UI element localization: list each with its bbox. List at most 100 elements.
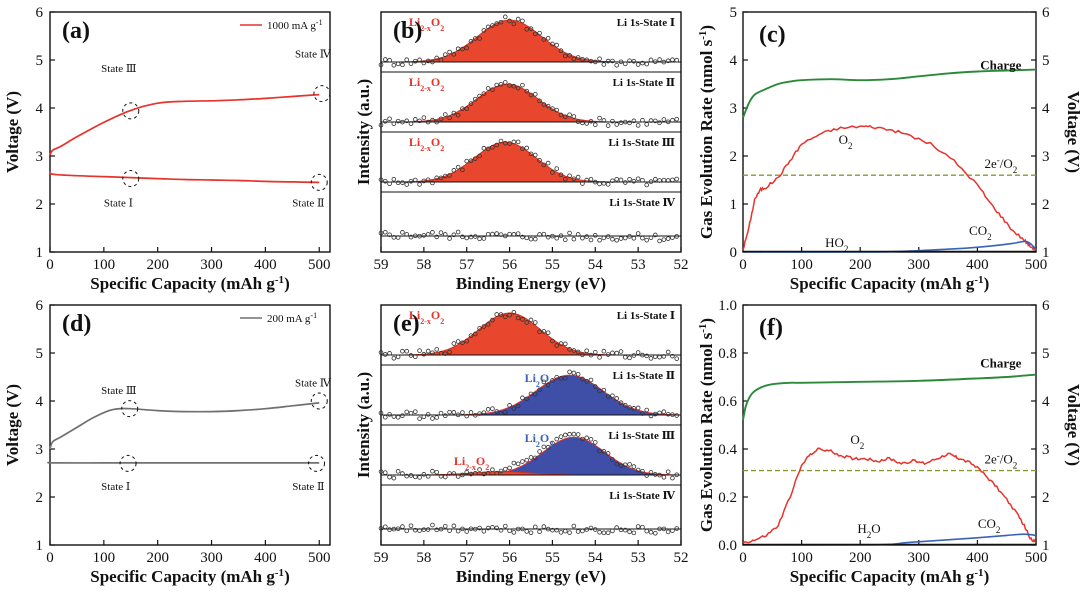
xps-point — [545, 526, 551, 532]
xps-point — [421, 527, 427, 532]
peak-label-end: O — [431, 308, 440, 322]
chem-text: 2e — [984, 156, 997, 171]
panel-label: (e) — [393, 311, 420, 337]
xps-point — [631, 118, 637, 124]
chem-text: CO — [969, 223, 987, 238]
peak-label-text: Li — [525, 371, 537, 385]
xps-point — [391, 121, 397, 126]
xps-point — [447, 349, 452, 355]
xps-point — [562, 528, 568, 534]
label-sup: -1 — [275, 567, 284, 579]
xps-point — [417, 416, 422, 421]
xps-point — [447, 528, 452, 533]
strip-title: Li 1s-State Ⅰ — [617, 310, 675, 322]
xps-point — [404, 118, 410, 124]
xps-point — [477, 93, 482, 99]
plot-frame — [49, 304, 331, 546]
xps-point — [412, 474, 418, 480]
xps-point — [468, 101, 474, 106]
xps-point — [674, 526, 680, 531]
x-tick-label: 300 — [200, 550, 223, 566]
xps-point — [404, 528, 410, 534]
xps-point — [674, 356, 680, 361]
xps-point — [580, 352, 585, 358]
xps-point — [502, 233, 508, 239]
label-sup: -1 — [974, 567, 983, 579]
xps-point — [562, 432, 568, 438]
xps-point — [554, 436, 560, 442]
xps-point — [554, 374, 560, 380]
xps-point — [481, 145, 487, 151]
xps-point — [382, 352, 388, 357]
xps-point — [451, 52, 457, 57]
xps-point — [627, 234, 632, 239]
xps-point — [541, 329, 547, 334]
xps-point — [644, 61, 650, 67]
y2-tick-label: 2 — [1042, 197, 1050, 213]
xps-point — [464, 158, 470, 164]
xps-point — [541, 379, 547, 385]
series-label: CO2 — [969, 223, 992, 242]
x-tick-label: 0 — [46, 257, 54, 273]
xps-point — [524, 235, 530, 241]
peak-label-text: Li — [409, 308, 421, 322]
xps-point — [627, 462, 632, 467]
xps-point — [580, 235, 585, 241]
xps-point — [520, 459, 525, 464]
xps-point — [610, 58, 615, 64]
xps-point — [490, 87, 495, 92]
xps-point — [592, 527, 598, 532]
xps-point — [464, 529, 470, 534]
xps-point — [460, 234, 465, 240]
xps-point — [584, 234, 590, 239]
xps-point — [635, 176, 641, 182]
xps-point — [464, 469, 470, 475]
xps-point — [640, 524, 645, 530]
xps-point — [627, 405, 632, 410]
strip-title: Li 1s-State Ⅱ — [613, 77, 675, 89]
peak-label-sub2: 2 — [485, 463, 489, 472]
xps-point — [674, 116, 680, 122]
x-tick-label: 400 — [966, 550, 989, 566]
xps-point — [601, 235, 607, 241]
peak-label-text: Li — [454, 454, 466, 468]
xps-point — [412, 527, 418, 533]
peak-label: Li2-xO2 — [409, 135, 444, 153]
xps-data-points — [378, 369, 680, 421]
xps-point — [670, 57, 675, 62]
y-tick-label: 0 — [730, 245, 738, 261]
xps-point — [387, 474, 392, 480]
xps-point — [665, 58, 671, 64]
xps-point — [438, 473, 444, 479]
panel-label: (a) — [62, 18, 90, 44]
xps-point — [567, 230, 572, 236]
xps-point — [631, 235, 637, 241]
xps-point — [605, 123, 611, 128]
x-axis-title: Specific Capacity (mAh g-1) — [90, 274, 289, 293]
xps-point — [640, 411, 645, 416]
xps-point — [584, 348, 590, 354]
chem-sub: 2 — [996, 525, 1001, 535]
y2-tick-label: 5 — [1042, 346, 1050, 362]
xps-point — [404, 473, 410, 479]
xps-point — [601, 387, 607, 393]
xps-point — [661, 237, 667, 242]
xps-point — [378, 177, 384, 183]
xps-point — [434, 119, 440, 125]
xps-point — [567, 431, 572, 437]
xps-point — [520, 146, 525, 152]
xps-point — [434, 175, 440, 181]
y2-tick-label: 3 — [1042, 442, 1050, 458]
xps-point — [605, 352, 611, 357]
xps-point — [391, 235, 397, 240]
xps-point — [395, 118, 401, 124]
xps-point — [644, 473, 650, 478]
xps-point — [597, 388, 602, 394]
xps-point — [537, 329, 542, 335]
y-tick-label: 4 — [730, 53, 738, 69]
xps-point — [425, 412, 431, 417]
peak-label: Li2O2 — [525, 371, 554, 389]
xps-point — [592, 59, 598, 65]
y-tick-label: 1 — [730, 197, 738, 213]
plot-frame — [742, 304, 1037, 546]
